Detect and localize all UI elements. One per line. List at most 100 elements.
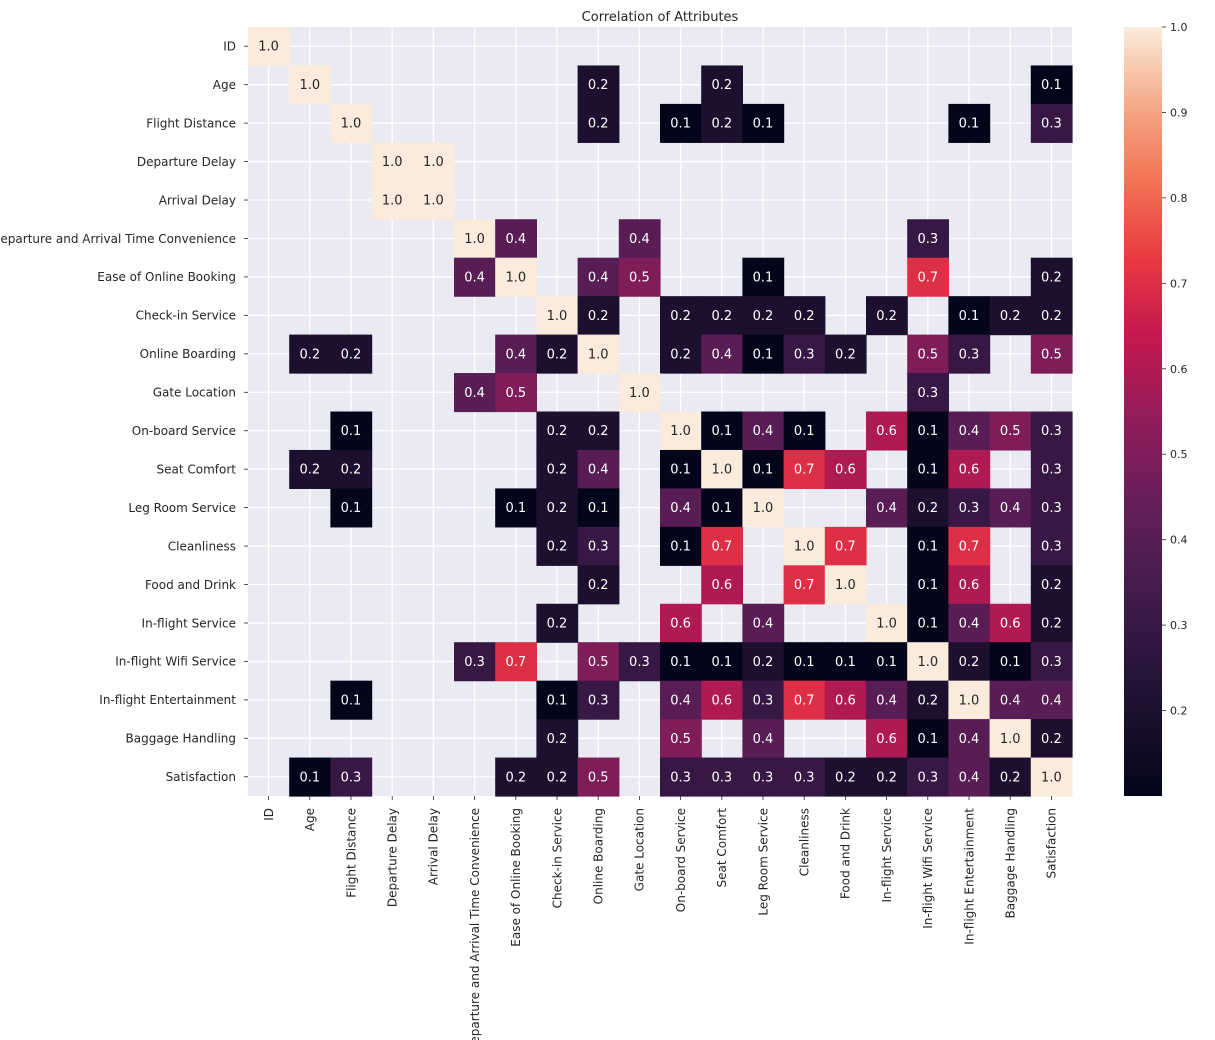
cell-annotation: 0.4 — [505, 232, 526, 247]
cell-annotation: 0.1 — [505, 501, 526, 516]
heatmap-cell — [577, 565, 620, 605]
heatmap-cell — [660, 603, 702, 643]
heatmap-cell — [1030, 642, 1073, 682]
y-tick-label: Baggage Handling — [126, 732, 236, 746]
cell-annotation: 0.4 — [1000, 693, 1021, 708]
x-tick-label: Food and Drink — [839, 808, 853, 899]
cell-annotation: 0.1 — [670, 117, 691, 132]
y-tick-label: On-board Service — [132, 424, 236, 438]
cell-annotation: 0.1 — [711, 424, 732, 439]
heatmap-cell — [948, 680, 991, 720]
y-tick-label: Satisfaction — [166, 770, 236, 784]
y-tick-label: Departure Delay — [137, 155, 236, 169]
heatmap-cell — [866, 642, 908, 682]
cell-annotation: 0.2 — [876, 309, 897, 324]
cell-annotation: 0.1 — [588, 501, 609, 516]
x-tick-label: On-board Service — [674, 808, 688, 912]
cell-annotation: 0.1 — [1000, 655, 1021, 670]
cell-annotation: 0.1 — [341, 693, 362, 708]
cell-annotation: 0.3 — [753, 693, 774, 708]
cell-annotation: 0.2 — [1000, 770, 1021, 785]
y-tick-label: Cleanliness — [168, 539, 236, 553]
heatmap-cell — [536, 719, 579, 759]
cell-annotation: 0.1 — [1041, 78, 1062, 93]
heatmap-cell — [701, 757, 743, 797]
cell-annotation: 0.4 — [588, 270, 609, 285]
cell-annotation: 0.4 — [959, 616, 980, 631]
cell-annotation: 0.3 — [711, 770, 732, 785]
heatmap-cell — [371, 142, 414, 182]
heatmap-cell — [948, 565, 991, 605]
heatmap-cell — [783, 334, 826, 374]
heatmap-cell — [618, 642, 661, 682]
cell-annotation: 0.3 — [753, 770, 774, 785]
colorbar-tick-label: 0.6 — [1170, 363, 1188, 376]
heatmap-cell — [330, 103, 373, 143]
heatmap-cell — [907, 680, 949, 720]
cell-annotation: 0.3 — [917, 386, 938, 401]
cell-annotation: 0.4 — [1041, 693, 1062, 708]
colorbar-tick-label: 0.8 — [1170, 192, 1188, 205]
cell-annotation: 0.1 — [917, 424, 938, 439]
heatmap-cell — [1030, 603, 1073, 643]
cell-annotation: 0.3 — [588, 693, 609, 708]
heatmap-cell — [412, 180, 455, 220]
heatmap-cell — [907, 373, 949, 413]
cell-annotation: 0.3 — [1041, 117, 1062, 132]
x-tick-label: Satisfaction — [1045, 808, 1059, 878]
cell-annotation: 0.4 — [464, 386, 485, 401]
heatmap-cell — [783, 526, 826, 566]
heatmap-cell — [948, 334, 991, 374]
cell-annotation: 0.2 — [917, 501, 938, 516]
cell-annotation: 0.7 — [794, 463, 815, 478]
cell-annotation: 0.2 — [1041, 309, 1062, 324]
heatmap-cell — [618, 257, 661, 297]
cell-annotation: 0.7 — [505, 655, 526, 670]
y-tick-label: Seat Comfort — [157, 462, 237, 476]
heatmap-cell — [495, 642, 537, 682]
colorbar-tick-label: 0.7 — [1170, 277, 1188, 290]
heatmap-cell — [660, 719, 702, 759]
heatmap-cell — [701, 65, 743, 105]
cell-annotation: 0.1 — [876, 655, 897, 670]
cell-annotation: 0.1 — [670, 655, 691, 670]
cell-annotation: 0.2 — [1041, 270, 1062, 285]
cell-annotation: 0.6 — [711, 578, 732, 593]
heatmap-cell — [577, 334, 620, 374]
cell-annotation: 0.6 — [670, 616, 691, 631]
heatmap-cell — [907, 449, 949, 489]
heatmap-cell — [577, 65, 620, 105]
cell-annotation: 0.2 — [1041, 616, 1062, 631]
x-tick-label: In-flight Service — [880, 808, 894, 902]
y-tick-label: ID — [223, 40, 236, 54]
cell-annotation: 0.1 — [835, 655, 856, 670]
cell-annotation: 0.5 — [505, 386, 526, 401]
heatmap-cell — [948, 526, 991, 566]
cell-annotation: 0.2 — [588, 117, 609, 132]
heatmap-cell — [783, 296, 826, 336]
y-tick-label: Check-in Service — [136, 309, 236, 323]
cell-annotation: 1.0 — [547, 309, 568, 324]
cell-annotation: 0.2 — [753, 655, 774, 670]
cell-annotation: 0.1 — [917, 616, 938, 631]
y-tick-label: Leg Room Service — [128, 501, 236, 515]
cell-annotation: 0.5 — [670, 732, 691, 747]
x-tick-label: Baggage Handling — [1004, 808, 1018, 918]
y-tick-label: Departure and Arrival Time Convenience — [0, 232, 236, 246]
cell-annotation: 1.0 — [382, 194, 403, 209]
cell-annotation: 0.2 — [547, 540, 568, 555]
heatmap-cell — [330, 757, 373, 797]
heatmap-cell — [660, 680, 702, 720]
x-tick-labels: ID Age Flight Distance Departure Delay Arriv… — [262, 796, 1059, 1040]
heatmap-cell — [783, 449, 826, 489]
x-tick-label: Leg Room Service — [756, 808, 770, 916]
heatmap-cell — [701, 449, 743, 489]
heatmap-cell — [866, 603, 908, 643]
cell-annotation: 0.1 — [753, 347, 774, 362]
heatmap-cell — [371, 180, 414, 220]
heatmap-cell — [1030, 719, 1073, 759]
cell-annotation: 0.4 — [711, 347, 732, 362]
cell-annotation: 0.1 — [917, 578, 938, 593]
heatmap-cell — [783, 680, 826, 720]
